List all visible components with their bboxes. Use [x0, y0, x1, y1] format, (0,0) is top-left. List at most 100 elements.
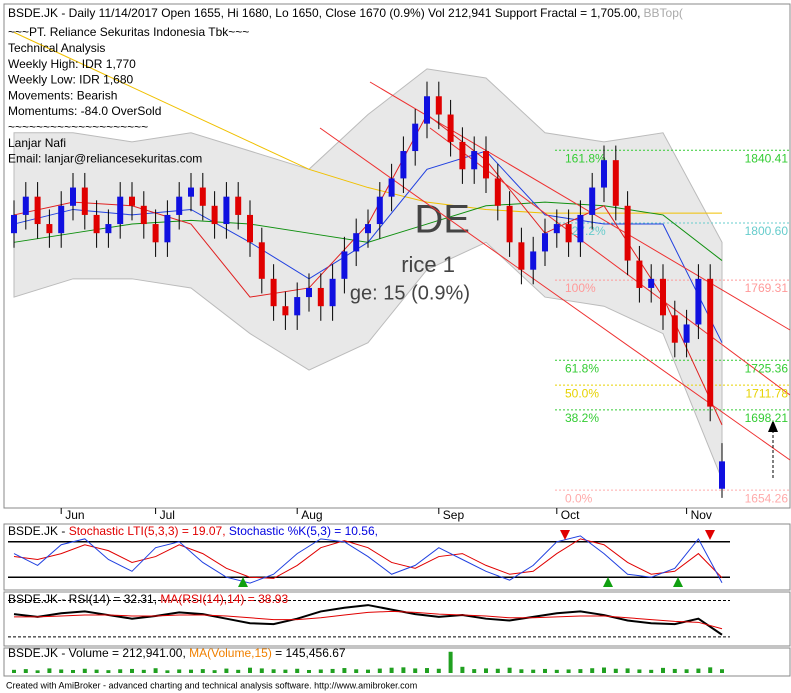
volume-bar: [47, 668, 52, 673]
stoch-panel: [3, 523, 791, 591]
candle-body: [412, 123, 419, 152]
volume-bar: [248, 667, 252, 673]
candle-body: [660, 278, 666, 316]
volume-bar: [189, 669, 193, 673]
candle-body: [719, 461, 725, 489]
candle-body: [341, 251, 348, 279]
x-tick-label: Sep: [443, 508, 465, 522]
title-part: Stochastic %K(5,3) = 10.56,: [226, 524, 378, 538]
fib-ratio: 161.8%: [565, 151, 606, 165]
candle-body: [199, 187, 206, 206]
candle-body: [483, 151, 489, 179]
indicator-line: [14, 610, 723, 630]
volume-bar: [212, 670, 217, 673]
panel-title: BSDE.JK - Volume = 212,941.00, MA(Volume…: [8, 646, 346, 660]
volume-bar: [165, 670, 170, 673]
candle-body: [707, 278, 714, 407]
candle-body: [306, 287, 312, 298]
x-tick-label: Jul: [160, 508, 175, 522]
candle-body: [459, 141, 466, 170]
volume-bar: [637, 669, 642, 673]
footer: Created with AmiBroker - advanced charti…: [6, 680, 417, 690]
volume-bar: [484, 668, 488, 673]
candle-body: [329, 278, 336, 307]
x-tick-label: Oct: [561, 508, 580, 522]
fib-ratio: 100%: [565, 281, 596, 295]
fib-price: 1698.21: [745, 411, 789, 425]
volume-bar: [401, 667, 406, 673]
candle-body: [140, 205, 147, 225]
moving-average: [13, 31, 722, 214]
volume-bar: [661, 667, 665, 673]
candle-body: [93, 214, 100, 234]
title-part: MA(Volume,15): [189, 646, 272, 660]
volume-bar: [35, 670, 40, 673]
volume-bar: [283, 669, 288, 673]
candle-body: [671, 315, 678, 343]
front-layer: Jun Jul Aug Sep Oct Nov 161.8% 1840.41 127.2% 180…: [8, 81, 789, 673]
volume-bar: [59, 669, 64, 673]
volume-bar: [71, 669, 75, 673]
candle-body: [376, 196, 383, 225]
title-tail: BBTop(: [644, 6, 683, 20]
channel-line: [429, 127, 791, 396]
watermark: rice 1: [401, 252, 455, 277]
candle-body: [46, 224, 53, 234]
annotations: ~~~PT. Reliance Sekuritas Indonesia Tbk~…: [8, 25, 249, 165]
annotation: Weekly Low: IDR 1,680: [8, 73, 133, 87]
volume-bar: [106, 670, 111, 673]
candle-body: [648, 278, 655, 288]
candle-body: [400, 151, 407, 179]
volume-bar: [543, 668, 547, 673]
annotation: Lanjar Nafi: [8, 136, 66, 150]
candle-body: [258, 242, 265, 279]
candle-body: [235, 196, 242, 215]
fib-ratio: 61.8%: [565, 361, 599, 375]
volume-bar: [554, 669, 559, 673]
candle-body: [34, 196, 41, 225]
volume-bar: [271, 669, 276, 673]
candle-body: [223, 196, 230, 225]
volume-bar: [602, 667, 606, 673]
fib-ratio: 127.2%: [565, 224, 606, 238]
candle-body: [129, 196, 135, 206]
title-text: BSDE.JK - Daily 11/14/2017 Open 1655, Hi…: [8, 6, 641, 20]
volume-bar: [94, 669, 99, 673]
volume-bar: [507, 667, 512, 673]
volume-bar: [590, 668, 595, 673]
title-part: Stochastic LTI(5,3,3) = 19.07,: [69, 524, 226, 538]
volume-bar: [495, 668, 500, 673]
candle-body: [270, 278, 277, 307]
candle-body: [105, 224, 112, 234]
candle-body: [506, 205, 513, 243]
candle-body: [471, 151, 478, 170]
fib-price: 1840.41: [745, 151, 789, 165]
candle-body: [117, 196, 124, 225]
candle-body: [58, 205, 65, 234]
candle-body: [176, 196, 183, 215]
candle-body: [317, 287, 324, 307]
volume-bar: [566, 669, 571, 673]
volume-bar: [354, 669, 359, 673]
candle-body: [70, 187, 76, 206]
volume-bar: [224, 668, 229, 673]
volume-bar: [389, 667, 394, 673]
volume-bar: [625, 668, 630, 673]
candle-body: [152, 224, 159, 243]
volume-bar: [720, 669, 724, 673]
candle-body: [353, 233, 360, 252]
title-part: BSDE.JK - RSI(14) = 32.31,: [8, 592, 157, 606]
volume-bar: [130, 668, 134, 673]
volume-bar: [460, 666, 465, 673]
volume-bar: [307, 669, 311, 673]
candle-body: [695, 278, 702, 325]
candle-body: [388, 178, 395, 197]
volume-bar: [531, 669, 536, 673]
candle-body: [435, 96, 442, 115]
candle-body: [247, 214, 253, 243]
volume-bar: [23, 669, 28, 673]
volume-bar: [342, 668, 347, 673]
fib-ratio: 50.0%: [565, 386, 599, 400]
fib-price: 1711.78: [746, 386, 789, 400]
volume-bar: [519, 669, 524, 673]
